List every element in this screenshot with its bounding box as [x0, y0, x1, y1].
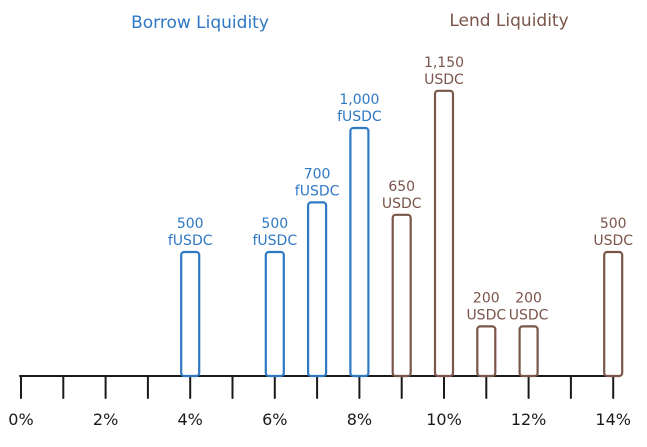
legend-lend-liquidity: Lend Liquidity [449, 11, 568, 31]
borrow-bar-unit-label: fUSDC [337, 109, 382, 125]
borrow-bar [264, 250, 285, 378]
lend-bar-unit-label: USDC [593, 233, 633, 249]
borrow-bar-unit-label: fUSDC [295, 183, 340, 199]
lend-bar-unit-label: USDC [424, 72, 464, 88]
borrow-bar-value-label: 500 [261, 216, 288, 232]
legend-borrow-liquidity: Borrow Liquidity [131, 13, 269, 33]
lend-bar-unit-label: USDC [382, 196, 422, 212]
lend-bar-unit-label: USDC [466, 307, 506, 323]
lend-bar-value-label: 650 [388, 179, 415, 195]
borrow-bar [180, 250, 201, 378]
x-tick-label: 0% [8, 410, 33, 429]
lend-bar [518, 325, 539, 378]
x-axis: 0% 2% 4% 6% 8% 10% 12% 14% [8, 375, 631, 429]
borrow-bar-value-label: 500 [177, 216, 204, 232]
x-tick-label: 10% [426, 410, 462, 429]
borrow-bar-value-label: 700 [304, 166, 331, 182]
lend-bar [391, 213, 412, 378]
lend-bar-value-label: 200 [473, 290, 500, 306]
borrow-bar-value-label: 1,000 [339, 92, 379, 108]
x-tick-label: 4% [178, 410, 203, 429]
lend-bar [603, 250, 624, 378]
borrow-bar [349, 126, 370, 378]
x-tick-label: 6% [262, 410, 287, 429]
lend-bar-value-label: 500 [600, 216, 627, 232]
x-tick-label: 2% [93, 410, 118, 429]
x-tick-label: 8% [347, 410, 372, 429]
data-labels: 500fUSDC500fUSDC700fUSDC1,000fUSDC650USD… [168, 55, 633, 324]
x-tick-label: 14% [595, 410, 631, 429]
lend-bar-unit-label: USDC [509, 307, 549, 323]
lend-bar-value-label: 1,150 [424, 55, 464, 71]
lend-bar [476, 325, 497, 378]
bars [180, 89, 624, 378]
lend-bar-value-label: 200 [515, 290, 542, 306]
borrow-bar [307, 201, 328, 378]
borrow-bar-unit-label: fUSDC [252, 233, 297, 249]
borrow-bar-unit-label: fUSDC [168, 233, 213, 249]
lend-bar [433, 89, 455, 378]
x-tick-label: 12% [511, 410, 547, 429]
